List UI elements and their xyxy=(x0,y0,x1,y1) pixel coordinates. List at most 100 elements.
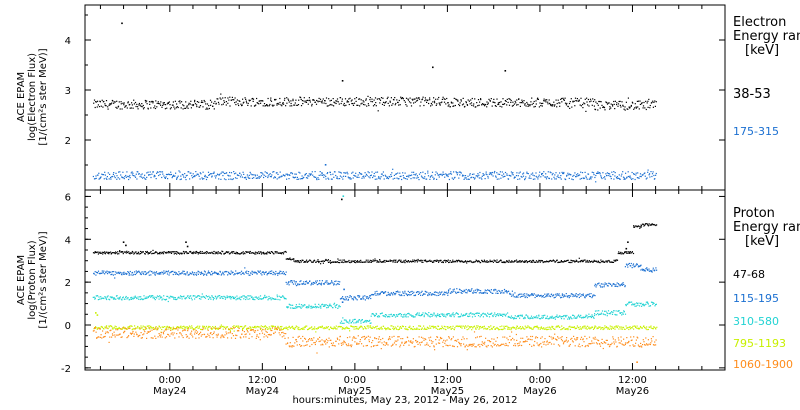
data-point xyxy=(566,328,568,330)
data-point xyxy=(339,262,341,264)
data-point xyxy=(375,313,378,315)
data-point xyxy=(450,328,452,330)
data-point xyxy=(373,172,375,175)
data-point xyxy=(606,172,608,174)
outlier-point xyxy=(122,241,125,243)
data-point xyxy=(376,261,378,263)
data-point xyxy=(370,100,372,103)
data-point xyxy=(179,102,181,104)
data-point xyxy=(582,316,585,318)
data-point xyxy=(155,326,157,328)
data-point xyxy=(180,325,182,327)
data-point xyxy=(640,264,642,266)
data-point xyxy=(463,314,465,316)
data-point xyxy=(641,327,643,329)
data-point xyxy=(474,177,476,179)
data-point xyxy=(368,296,370,298)
data-point xyxy=(491,312,493,314)
data-point xyxy=(503,261,505,263)
data-point xyxy=(116,272,118,274)
data-point xyxy=(400,175,402,177)
data-point xyxy=(469,290,471,292)
data-point xyxy=(649,326,651,328)
data-point xyxy=(328,178,330,180)
data-point xyxy=(175,107,177,109)
data-point xyxy=(560,175,562,177)
data-point xyxy=(431,171,434,173)
data-point xyxy=(162,173,164,175)
data-point xyxy=(185,107,187,109)
data-point xyxy=(336,283,338,285)
data-point xyxy=(352,177,354,179)
data-point xyxy=(466,312,468,315)
data-point xyxy=(571,326,574,328)
data-point xyxy=(297,104,300,106)
data-point xyxy=(494,260,496,262)
data-point xyxy=(179,327,181,329)
data-point xyxy=(401,261,403,263)
data-point xyxy=(312,174,314,176)
data-point xyxy=(411,171,413,173)
data-point xyxy=(97,327,99,329)
data-point xyxy=(421,176,423,178)
data-point xyxy=(172,251,174,253)
data-point xyxy=(555,178,557,180)
data-point xyxy=(173,296,175,299)
data-point xyxy=(285,298,287,300)
data-point xyxy=(320,284,322,286)
data-point xyxy=(281,105,283,107)
data-point xyxy=(97,336,99,338)
data-point xyxy=(607,102,609,104)
data-point xyxy=(310,327,312,329)
data-point xyxy=(154,107,157,110)
data-point xyxy=(432,325,434,327)
data-point xyxy=(415,291,418,294)
data-point xyxy=(506,260,508,262)
data-point xyxy=(635,107,637,109)
data-point xyxy=(354,175,356,177)
data-point xyxy=(256,174,258,176)
data-point xyxy=(365,99,367,101)
data-point xyxy=(205,295,207,297)
data-point xyxy=(399,327,401,329)
data-point xyxy=(137,326,139,328)
data-point xyxy=(283,272,285,274)
data-point xyxy=(292,98,294,100)
data-point xyxy=(191,252,194,254)
data-point xyxy=(281,325,283,328)
data-point xyxy=(645,100,647,102)
data-point xyxy=(139,176,141,178)
data-point xyxy=(391,293,393,295)
data-point xyxy=(487,312,489,314)
data-point xyxy=(128,252,130,254)
data-point xyxy=(574,97,577,99)
data-point xyxy=(619,104,621,106)
data-point xyxy=(369,295,371,297)
data-point xyxy=(296,261,298,263)
data-point xyxy=(585,316,587,318)
data-point xyxy=(450,292,452,294)
data-point xyxy=(95,101,97,103)
data-point xyxy=(248,327,250,330)
data-point xyxy=(170,171,172,173)
data-point xyxy=(613,283,615,285)
data-point xyxy=(625,172,627,174)
data-point xyxy=(395,327,397,329)
data-point xyxy=(356,260,358,262)
data-point xyxy=(129,103,131,106)
data-point xyxy=(615,176,618,179)
data-point xyxy=(501,290,503,292)
data-point xyxy=(416,99,419,101)
data-point xyxy=(299,96,301,98)
data-point xyxy=(263,176,265,179)
data-point xyxy=(438,174,440,176)
data-point xyxy=(491,260,493,262)
data-point xyxy=(429,315,431,317)
data-point xyxy=(286,283,288,285)
data-point xyxy=(289,258,291,260)
data-point xyxy=(251,296,253,298)
data-point xyxy=(650,171,652,173)
data-point xyxy=(192,173,194,175)
data-point xyxy=(149,328,151,330)
data-point xyxy=(482,292,484,294)
